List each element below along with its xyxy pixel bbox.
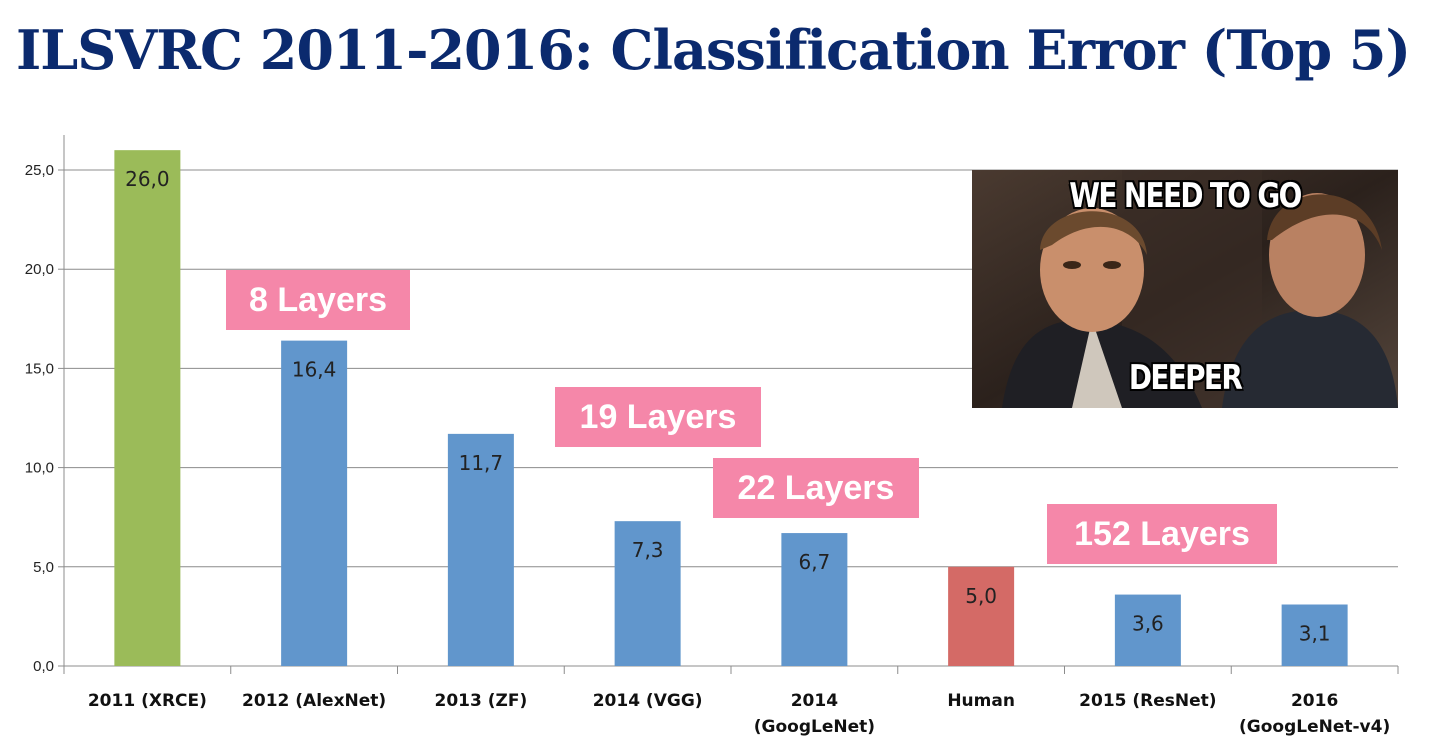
bar-value-label: 16,4 bbox=[292, 358, 337, 382]
x-tick-label: (GoogLeNet) bbox=[754, 717, 875, 737]
y-tick-label: 15,0 bbox=[25, 360, 54, 377]
x-axis-ticks: 2011 (XRCE) 2012 (AlexNet) 2013 (ZF) 2014 (… bbox=[88, 691, 1390, 737]
bars bbox=[114, 150, 1348, 666]
value-labels: 26,0 16,4 11,7 7,3 6,7 5,0 3,6 3,1 bbox=[125, 167, 1330, 645]
meme-illustration bbox=[972, 170, 1398, 408]
x-tick-label: 2016 bbox=[1291, 691, 1338, 711]
y-tick-label: 0,0 bbox=[33, 658, 54, 675]
meme-top-text: WE NEED TO GO bbox=[1069, 176, 1302, 216]
y-tick-label: 20,0 bbox=[25, 261, 54, 278]
deeper-meme-image: WE NEED TO GO DEEPER bbox=[972, 170, 1398, 408]
meme-bottom-text: DEEPER bbox=[1128, 358, 1243, 398]
bar bbox=[281, 340, 348, 666]
x-tick-label: 2011 (XRCE) bbox=[88, 691, 207, 711]
bar-value-label: 7,3 bbox=[632, 538, 664, 562]
y-tick-label: 25,0 bbox=[25, 162, 54, 179]
slide-title: ILSVRC 2011-2016: Classification Error (… bbox=[16, 18, 1411, 82]
bar-value-label: 5,0 bbox=[965, 584, 997, 608]
bar-value-label: 3,6 bbox=[1132, 612, 1164, 636]
y-tick-label: 10,0 bbox=[25, 460, 54, 477]
bar-value-label: 6,7 bbox=[798, 550, 830, 574]
bar bbox=[948, 566, 1015, 666]
bar bbox=[781, 533, 848, 666]
callout-8-layers: 8 Layers bbox=[226, 270, 410, 330]
y-axis-ticks: 0,0 5,0 10,0 15,0 20,0 25,0 bbox=[25, 162, 64, 675]
bar-value-label: 26,0 bbox=[125, 167, 170, 191]
bar bbox=[614, 521, 681, 666]
x-tick-label: 2015 (ResNet) bbox=[1079, 691, 1216, 711]
x-tick-label: 2013 (ZF) bbox=[435, 691, 528, 711]
callout-22-layers: 22 Layers bbox=[713, 458, 919, 518]
y-tick-label: 5,0 bbox=[33, 559, 54, 576]
bar bbox=[114, 150, 181, 666]
callout-19-layers: 19 Layers bbox=[555, 387, 761, 447]
bar bbox=[1281, 604, 1348, 666]
x-tick-label: 2014 bbox=[791, 691, 838, 711]
bar bbox=[447, 433, 514, 666]
bar-value-label: 3,1 bbox=[1299, 621, 1331, 645]
bar bbox=[1114, 594, 1181, 666]
x-tick-label: 2014 (VGG) bbox=[593, 691, 703, 711]
bar-value-label: 11,7 bbox=[459, 451, 504, 475]
callout-152-layers: 152 Layers bbox=[1047, 504, 1277, 564]
x-tick-label: Human bbox=[947, 691, 1015, 711]
x-tick-label: 2012 (AlexNet) bbox=[242, 691, 386, 711]
x-tick-label: (GoogLeNet-v4) bbox=[1239, 717, 1390, 737]
